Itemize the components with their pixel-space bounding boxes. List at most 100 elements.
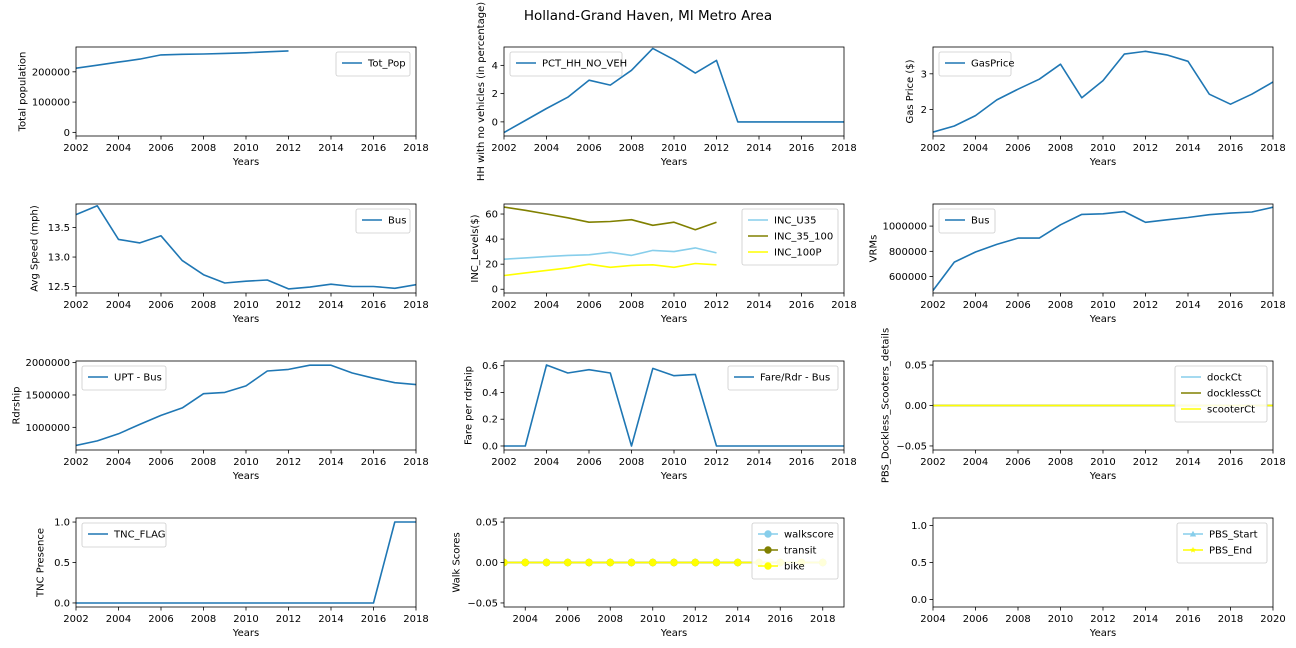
subplot-pbs: 2002 2004 2006 2008 2010 2012 2014 2016 2018 −0.0… <box>881 328 1286 483</box>
data-point-bike <box>734 558 742 567</box>
x-tick-label: 2008 <box>619 300 644 311</box>
x-tick-label: 2010 <box>1090 457 1115 468</box>
x-tick-label: 2010 <box>233 300 258 311</box>
x-tick-label: 2012 <box>276 143 301 154</box>
x-tick-label: 2010 <box>1090 300 1115 311</box>
x-tick-label: 2002 <box>63 614 88 625</box>
x-tick-label: 2012 <box>1133 143 1158 154</box>
x-tick-label: 2016 <box>768 614 793 625</box>
legend-frame <box>1174 365 1268 423</box>
x-tick-label: 2008 <box>619 143 644 154</box>
y-axis-label: VRMs <box>868 235 879 263</box>
y-tick-label: 13.0 <box>48 253 70 264</box>
x-tick-label: 2006 <box>963 614 988 625</box>
x-tick-label: 2014 <box>318 457 343 468</box>
x-tick-label: 2016 <box>361 300 386 311</box>
x-tick-label: 2016 <box>1218 143 1243 154</box>
legend-label: GasPrice <box>971 59 1014 70</box>
x-axis-label: Years <box>660 314 687 325</box>
x-tick-label: 2004 <box>513 614 538 625</box>
plot-area <box>76 521 416 604</box>
x-tick-label: 2018 <box>403 300 428 311</box>
x-axis-label: Years <box>1089 157 1116 168</box>
plot-area <box>933 50 1273 133</box>
x-tick-label: 2014 <box>746 457 771 468</box>
y-tick-label: 200000 <box>32 67 70 78</box>
x-tick-label: 2006 <box>148 143 173 154</box>
x-tick-label: 2010 <box>661 143 686 154</box>
legend-label: walkscore <box>784 530 834 541</box>
x-tick-label: 2002 <box>920 300 945 311</box>
x-tick-label: 2008 <box>1048 457 1073 468</box>
subplot-speed: 2002 2004 2006 2008 2010 2012 2014 2016 2018 12.5… <box>30 203 429 325</box>
x-tick-label: 2006 <box>1005 300 1030 311</box>
y-axis-label: Total population <box>17 52 28 133</box>
y-tick-label: 40 <box>485 235 498 246</box>
legend-frame <box>81 365 167 391</box>
x-tick-label: 2018 <box>403 457 428 468</box>
legend-label: Fare/Rdr - Bus <box>760 373 830 384</box>
legend-marker <box>1190 546 1196 553</box>
x-tick-label: 2006 <box>1005 457 1030 468</box>
data-point-bike <box>504 558 508 567</box>
series-line-Fare/Rdr - Bus <box>504 364 844 447</box>
legend-frame <box>938 51 1012 77</box>
x-tick-label: 2012 <box>276 300 301 311</box>
data-point-bike <box>627 558 636 567</box>
x-tick-label: 2016 <box>361 143 386 154</box>
x-tick-label: 2008 <box>191 614 216 625</box>
subplot-vrm: 2002 2004 2006 2008 2010 2012 2014 2016 2018 6000… <box>868 203 1286 325</box>
legend-label: scooterCt <box>1207 405 1255 416</box>
legend-label: Bus <box>388 216 406 227</box>
legend: GasPrice <box>938 51 1014 77</box>
y-tick-label: 0.5 <box>911 558 927 569</box>
x-tick-label: 2018 <box>403 143 428 154</box>
legend-frame <box>1176 522 1268 564</box>
legend-label: PCT_HH_NO_VEH <box>542 59 627 70</box>
series-line-GasPrice <box>933 50 1273 133</box>
series-line-Bus <box>933 206 1273 291</box>
data-point-bike <box>606 558 614 567</box>
plot-area <box>76 50 289 69</box>
x-axis-label: Years <box>1089 628 1116 639</box>
legend-label: transit <box>784 546 816 557</box>
subplot-upt: 2002 2004 2006 2008 2010 2012 2014 2016 2018 1000… <box>11 358 428 482</box>
y-tick-label: 0.00 <box>476 558 498 569</box>
legend-label: UPT - Bus <box>114 373 162 384</box>
y-tick-label: 2000000 <box>25 358 70 369</box>
plot-area <box>76 364 416 447</box>
series-line-INC_35_100 <box>504 206 717 231</box>
legend-label: Tot_Pop <box>367 59 406 70</box>
legend-frame <box>355 208 411 234</box>
x-axis-label: Years <box>232 157 259 168</box>
y-axis-label: INC_Levels($) <box>470 214 481 282</box>
subplot-noveh: 2002 2004 2006 2008 2010 2012 2014 2016 2018 0 2 4 Y… <box>476 2 857 181</box>
subplot-inc: 2002 2004 2006 2008 2010 2012 2014 2016 2018 0 20 4… <box>470 203 857 325</box>
legend-marker <box>764 562 772 570</box>
y-tick-label: 2 <box>492 89 498 100</box>
x-tick-label: 2010 <box>233 457 258 468</box>
x-tick-label: 2012 <box>1090 614 1115 625</box>
legend-label: INC_35_100 <box>774 232 833 243</box>
subplot-walk: 2004 2006 2008 2010 2012 2014 2016 2018 −0.05 0.0… <box>452 518 845 639</box>
x-tick-label: 2010 <box>233 143 258 154</box>
x-tick-label: 2002 <box>491 300 516 311</box>
y-tick-label: 2 <box>921 105 927 116</box>
y-tick-label: 0.6 <box>482 361 498 372</box>
x-tick-label: 2004 <box>920 614 945 625</box>
y-tick-label: 800000 <box>889 247 927 258</box>
legend-label: INC_U35 <box>774 216 816 227</box>
legend: Fare/Rdr - Bus <box>727 365 839 391</box>
x-tick-label: 2006 <box>555 614 580 625</box>
legend: Bus <box>355 208 411 234</box>
plot-area <box>504 47 844 134</box>
legend-label: Bus <box>971 216 989 227</box>
x-tick-label: 2008 <box>619 457 644 468</box>
y-tick-label: 1000000 <box>882 222 927 233</box>
y-tick-label: 1500000 <box>25 390 70 401</box>
x-tick-label: 2012 <box>704 143 729 154</box>
y-axis-label: Fare per rdrship <box>464 366 475 445</box>
legend: PCT_HH_NO_VEH <box>509 51 627 77</box>
x-tick-label: 2004 <box>106 614 131 625</box>
x-tick-label: 2004 <box>963 143 988 154</box>
